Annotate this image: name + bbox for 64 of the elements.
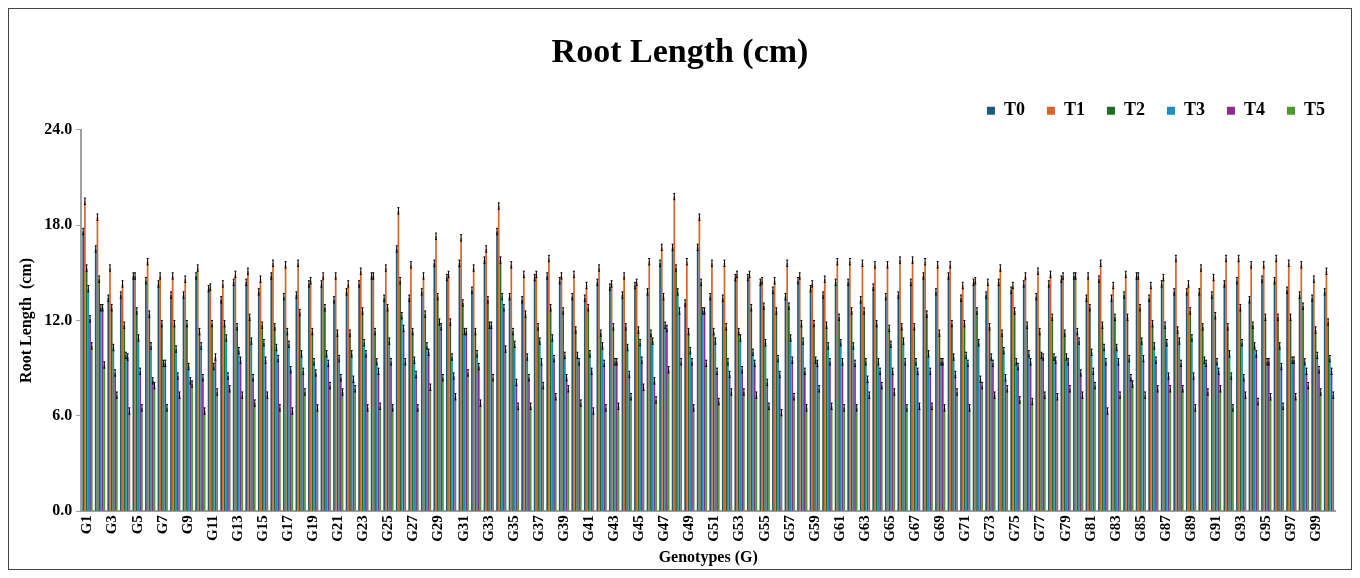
- x-tick-label: G57: [780, 514, 797, 542]
- x-tick-label: G65: [880, 515, 897, 542]
- x-axis-title: Genotypes (G): [658, 547, 758, 566]
- x-tick-label: G39: [554, 515, 571, 542]
- x-tick-label: G75: [1006, 515, 1023, 542]
- x-tick-label: G47: [655, 514, 672, 542]
- x-tick-label: G45: [630, 515, 647, 542]
- x-tick-label: G73: [981, 515, 998, 542]
- x-tick-label: G71: [956, 515, 973, 542]
- x-tick-label: G35: [504, 515, 521, 542]
- legend-label: T2: [1123, 99, 1145, 120]
- x-tick-label: G13: [228, 515, 245, 542]
- y-tick-label: 0.0: [52, 501, 73, 519]
- x-tick-label: G9: [178, 515, 195, 535]
- legend-label: T3: [1183, 99, 1205, 120]
- x-tick-label: G87: [1156, 514, 1173, 542]
- x-tick-label: G97: [1282, 514, 1299, 542]
- x-tick-label: G83: [1106, 515, 1123, 542]
- x-tick-label: G29: [429, 515, 446, 542]
- x-tick-label: G63: [855, 515, 872, 542]
- x-tick-label: G49: [680, 515, 697, 542]
- chart-title: Root Length (cm): [551, 32, 809, 71]
- x-tick-label: G77: [1031, 514, 1048, 542]
- x-tick-label: G51: [705, 515, 722, 542]
- y-tick-label: 12.0: [44, 310, 73, 328]
- x-tick-label: G95: [1257, 515, 1274, 542]
- x-tick-label: G55: [755, 515, 772, 542]
- legend-label: T5: [1303, 99, 1326, 120]
- x-tick-label: G27: [404, 514, 421, 542]
- x-tick-label: G15: [253, 515, 270, 542]
- x-tick-label: G17: [278, 514, 295, 542]
- legend-label: T4: [1243, 99, 1265, 120]
- x-tick-label: G37: [529, 514, 546, 542]
- y-tick-label: 6.0: [52, 405, 73, 423]
- x-tick-label: G43: [605, 515, 622, 542]
- x-tick-label: G91: [1206, 515, 1223, 542]
- x-tick-label: G21: [329, 515, 346, 542]
- x-tick-label: G81: [1081, 515, 1098, 542]
- x-tick-label: G53: [730, 515, 747, 542]
- y-tick-label: 18.0: [44, 215, 73, 233]
- y-tick-label: 24.0: [44, 119, 73, 137]
- x-tick-label: G25: [379, 515, 396, 542]
- x-tick-label: G11: [203, 515, 220, 541]
- x-tick-label: G41: [579, 515, 596, 542]
- x-tick-label: G5: [128, 515, 145, 535]
- x-tick-label: G99: [1307, 515, 1324, 542]
- legend-label: T0: [1003, 99, 1025, 120]
- x-tick-label: G33: [479, 515, 496, 542]
- x-tick-label: G61: [830, 515, 847, 542]
- x-tick-label: G7: [153, 514, 170, 535]
- x-tick-label: G1: [78, 515, 95, 535]
- legend-label: T1: [1063, 99, 1085, 120]
- x-tick-label: G19: [304, 515, 321, 542]
- x-tick-label: G85: [1131, 515, 1148, 542]
- x-tick-label: G59: [805, 515, 822, 542]
- y-axis-title: Root Length (cm): [16, 258, 35, 383]
- x-tick-label: G79: [1056, 515, 1073, 542]
- x-tick-label: G69: [931, 515, 948, 542]
- x-tick-label: G89: [1181, 515, 1198, 542]
- x-tick-label: G67: [906, 514, 923, 542]
- x-tick-label: G23: [354, 515, 371, 542]
- x-tick-label: G93: [1232, 515, 1249, 542]
- x-tick-label: G31: [454, 515, 471, 542]
- x-tick-label: G3: [103, 515, 120, 535]
